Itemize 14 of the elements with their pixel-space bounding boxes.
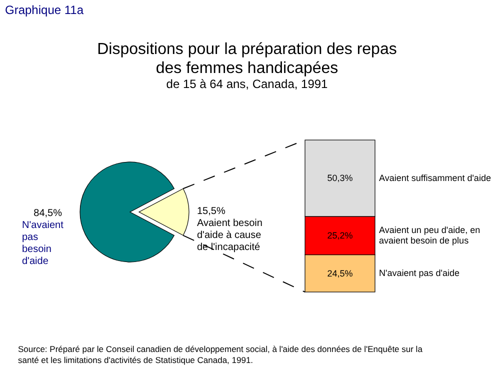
data-label: 24,5% — [327, 268, 353, 278]
slice-label: Avaient besoin d'aide à cause de l'incapacité — [197, 218, 262, 253]
source-note: Source: Préparé par le Conseil canadien de développement social, à l'aide des données de l'Enquête sur la santé et les limitations d'activités de Statistique Canada, 1991. — [18, 344, 423, 365]
data-label: 25,2% — [327, 230, 353, 241]
data-label: 50,3% — [327, 173, 353, 184]
chart-subtitle: de 15 à 64 ans, Canada, 1991 — [166, 77, 328, 91]
series-label: Avaient suffisamment d'aide — [379, 172, 491, 183]
series-label: N'avaient pas d'aide — [379, 268, 460, 278]
slice-label: N'avaient pas besoin d'aide — [22, 220, 64, 267]
data-label: 15,5% — [197, 206, 226, 217]
series-label: Avaient un peu d'aide, en avaient besoin de plus — [379, 225, 480, 246]
text: Graphique 11a — [5, 3, 84, 17]
data-label: 84,5% — [34, 208, 62, 219]
chart-title: Dispositions pour la préparation des repas des femmes handicapées — [97, 41, 397, 77]
